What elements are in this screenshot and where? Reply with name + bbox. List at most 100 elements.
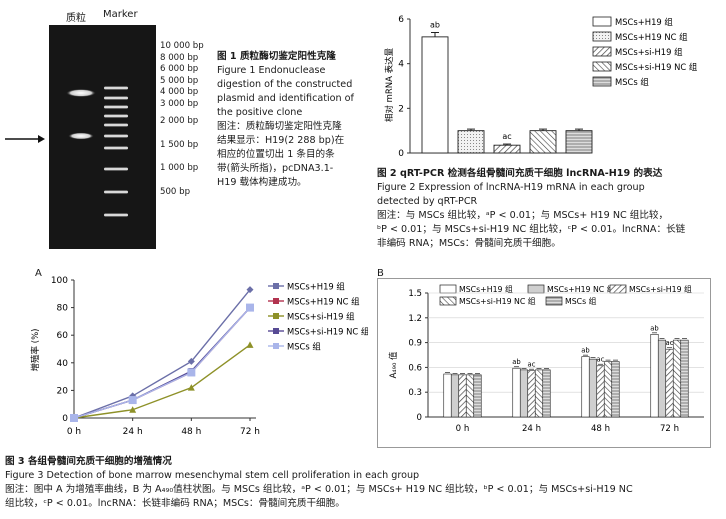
figure2-chart: 0 2 4 6 相对 mRNA 表达量 ab ac MSCs+H19 组 MSCs+H19 NC… — [384, 15, 698, 159]
legend-marker — [273, 328, 279, 334]
bar-annotation: ac — [502, 132, 511, 141]
data-point — [129, 406, 137, 413]
ladder-label: 5 000 bp — [160, 76, 199, 86]
gel-image — [49, 25, 156, 249]
legend-swatch — [527, 284, 545, 294]
legend-swatch — [592, 61, 612, 72]
y-axis-label: A₄₉₀ 值 — [388, 351, 398, 378]
legend-label: MSCs+H19 NC 组 — [547, 284, 615, 294]
bar — [493, 144, 521, 154]
ladder-band — [104, 123, 128, 127]
bar-annotation: ab — [512, 358, 520, 366]
data-point — [187, 357, 195, 365]
y-tick-label: 0.3 — [408, 388, 422, 398]
data-point — [246, 341, 254, 348]
bar — [650, 334, 659, 418]
legend-swatch — [439, 284, 457, 294]
legend-label: MSCs 组 — [615, 77, 649, 87]
y-tick-label: 100 — [51, 276, 68, 286]
legend-swatch — [592, 76, 612, 87]
series-line — [73, 344, 251, 419]
bar — [565, 130, 593, 154]
bar — [421, 36, 449, 154]
legend-label: MSCs 组 — [565, 296, 597, 306]
bar — [457, 130, 485, 154]
y-tick-label: 2 — [398, 104, 404, 114]
bar — [680, 339, 689, 418]
y-axis-label: 相对 mRNA 表达量 — [384, 47, 395, 122]
ladder-label: 6 000 bp — [160, 64, 199, 74]
bar-annotation: ac — [666, 339, 674, 347]
legend-label: MSCs+H19 NC 组 — [615, 32, 688, 42]
gel-band-h19 — [68, 132, 94, 140]
legend-marker — [273, 298, 279, 304]
x-tick-label: 0 h — [67, 427, 81, 437]
ladder-band — [104, 190, 128, 194]
ladder-label: 3 000 bp — [160, 99, 199, 109]
series-line — [73, 307, 251, 419]
y-tick-label: 6 — [398, 15, 404, 25]
bar — [603, 361, 613, 418]
ladder-band — [104, 167, 128, 171]
ladder-band — [104, 114, 128, 118]
legend-label: MSCs+si-H19 组 — [615, 47, 683, 57]
x-tick-label: 48 h — [591, 424, 610, 434]
panel-a-label: A — [35, 268, 42, 279]
bar-annotation: ac — [597, 356, 605, 364]
ladder-label: 2 000 bp — [160, 116, 199, 126]
x-tick-label: 0 h — [456, 424, 470, 434]
gel-band-vector — [66, 89, 96, 97]
figure3a-chart: 0 20 40 60 80 100 0 h 24 h 48 h 72 h 增殖率 (%) MSCs+H… — [30, 276, 368, 437]
ladder-band — [104, 146, 128, 150]
bar-annotation: ab — [650, 324, 658, 332]
y-tick-label: 0.9 — [408, 339, 422, 349]
y-tick-label: 1.5 — [408, 289, 422, 299]
legend-label: MSCs+H19 组 — [459, 284, 513, 294]
figure3-caption: 图 3 各组骨髓间充质干细胞的增殖情况 Figure 3 Detection o… — [5, 456, 633, 509]
figure1-caption: 图 1 质粒酶切鉴定阳性克隆 Figure 1 Endonuclease dig… — [217, 51, 354, 188]
y-tick-label: 0 — [417, 413, 422, 423]
y-tick-label: 1.2 — [408, 314, 422, 324]
bar — [665, 348, 674, 418]
gel-lane-label-plasmid: 质粒 — [66, 13, 86, 24]
legend-swatch — [545, 296, 563, 306]
bar — [596, 365, 605, 418]
legend-label: MSCs+si-H19 NC 组 — [615, 62, 698, 72]
y-tick-label: 40 — [57, 359, 69, 369]
ladder-label: 500 bp — [160, 187, 191, 197]
y-tick-label: 20 — [57, 386, 69, 396]
ladder-label: 4 000 bp — [160, 87, 199, 97]
data-point — [70, 414, 78, 422]
x-tick-label: 72 h — [660, 424, 679, 434]
x-tick-label: 72 h — [240, 427, 260, 437]
x-tick-label: 24 h — [522, 424, 541, 434]
bar — [512, 367, 521, 418]
legend-label: MSCs+H19 组 — [615, 17, 673, 27]
bar — [542, 369, 551, 418]
y-tick-label: 0 — [398, 149, 404, 159]
legend-label: MSCs+si-H19 组 — [287, 312, 355, 322]
data-point — [187, 368, 196, 377]
bar-annotation: ab — [581, 347, 589, 355]
data-point — [128, 396, 137, 405]
x-tick-label: 48 h — [181, 427, 201, 437]
panel-b-label: B — [377, 268, 384, 279]
series-line — [73, 307, 251, 419]
bar — [458, 374, 467, 418]
bar — [450, 374, 460, 418]
bar-annotation: ac — [528, 361, 536, 369]
data-point — [187, 384, 195, 391]
y-tick-label: 0 — [62, 414, 68, 424]
legend-label: MSCs+si-H19 NC 组 — [287, 327, 368, 337]
legend-marker — [273, 283, 279, 289]
ladder-band — [104, 134, 128, 138]
bar — [465, 374, 475, 418]
ladder-band — [104, 96, 128, 100]
ladder-label: 10 000 bp — [160, 41, 204, 51]
gel-bands — [66, 86, 128, 217]
ladder-band — [104, 213, 128, 217]
bar — [473, 374, 482, 418]
bar — [672, 339, 682, 418]
bar — [534, 369, 544, 418]
series-line — [73, 289, 251, 419]
